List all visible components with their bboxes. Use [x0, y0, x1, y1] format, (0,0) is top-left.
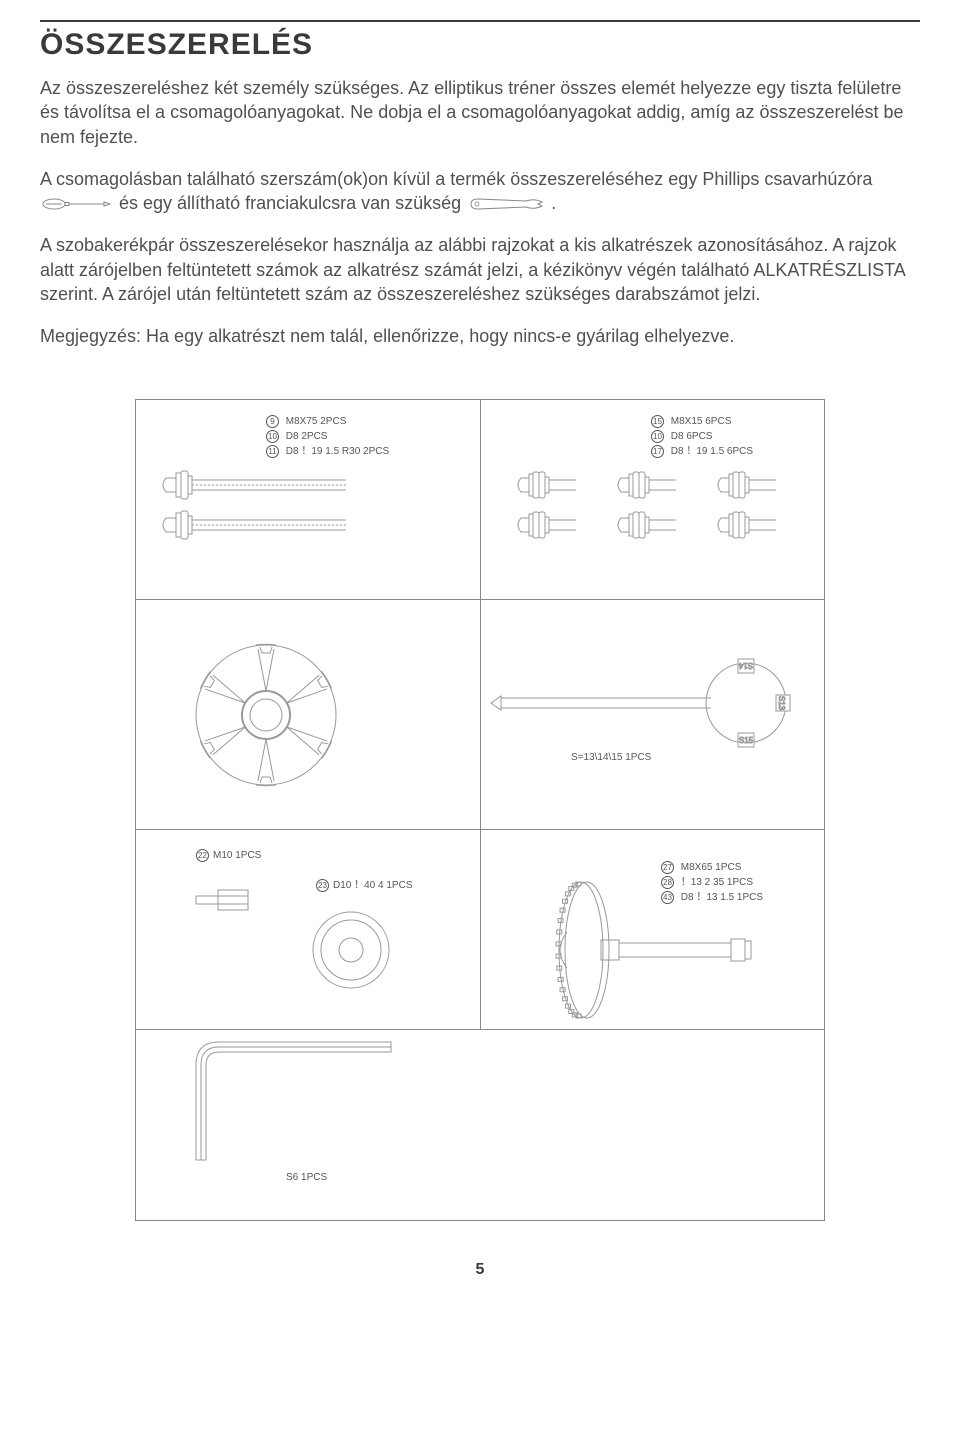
- label-d10: 23D10 ！40 4 1PCS: [316, 878, 413, 893]
- labels-top-left: 9 M8X75 2PCS10 D8 2PCS11 D8 ！19 1.5 R30 …: [266, 414, 389, 459]
- page-number: 5: [40, 1261, 920, 1279]
- multi-wrench-svg: S14 S13 S15: [481, 600, 824, 830]
- para2-c: .: [551, 193, 556, 213]
- nut-washer-svg: [136, 830, 481, 1030]
- paragraph-3: A szobakerékpár összeszerelésekor haszná…: [40, 233, 920, 306]
- svg-text:S15: S15: [739, 736, 754, 745]
- screwdriver-icon: [42, 197, 112, 211]
- page-title: ÖSSZESZERELÉS: [40, 28, 920, 62]
- paragraph-4: Megjegyzés: Ha egy alkatrészt nem talál,…: [40, 324, 920, 348]
- knob-svg: [136, 600, 481, 830]
- label-wrench: S=13\14\15 1PCS: [571, 750, 651, 765]
- label-m10: 22M10 1PCS: [196, 848, 261, 863]
- paragraph-1: Az összeszereléshez két személy szüksége…: [40, 76, 920, 149]
- svg-text:S13: S13: [777, 696, 786, 711]
- parts-diagram: 9 M8X75 2PCS10 D8 2PCS11 D8 ！19 1.5 R30 …: [135, 399, 825, 1221]
- para2-b: és egy állítható franciakulcsra van szük…: [119, 193, 461, 213]
- top-rule: [40, 20, 920, 22]
- labels-top-right: 15 M8X15 6PCS10 D8 6PCS17 D8 ！19 1.5 6PC…: [651, 414, 753, 459]
- wrench-icon: [468, 196, 544, 212]
- paragraph-2: A csomagolásban található szerszám(ok)on…: [40, 167, 920, 216]
- gear-bolt-svg: [481, 830, 824, 1030]
- svg-text:S14: S14: [738, 661, 753, 670]
- allen-key-svg: [136, 1030, 824, 1220]
- para2-a: A csomagolásban található szerszám(ok)on…: [40, 169, 872, 189]
- labels-bot-right: 27 M8X65 1PCS28 ！13 2 35 1PCS43 D8 ！13 1…: [661, 860, 763, 905]
- label-allen: S6 1PCS: [286, 1170, 327, 1185]
